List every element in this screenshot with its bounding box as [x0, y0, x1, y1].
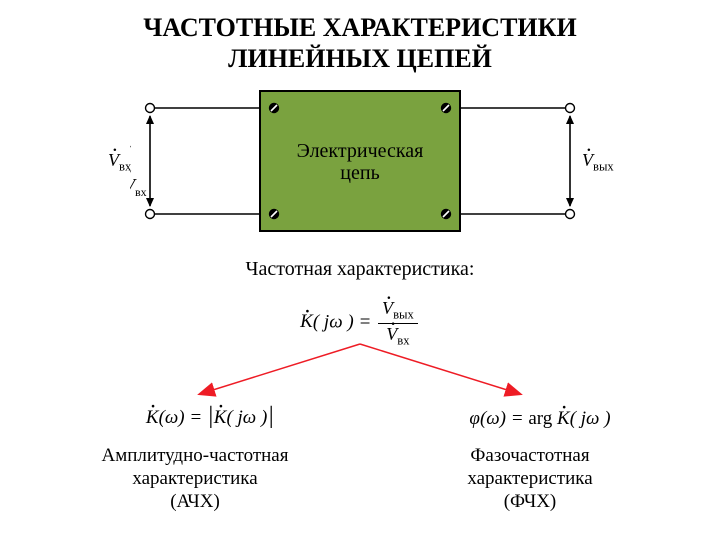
caption-magnitude: Амплитудно-частотная характеристика (АЧХ…: [60, 445, 330, 513]
arrows-svg: [160, 340, 560, 400]
formula-magnitude: K(ω) = |K( jω )|: [60, 402, 360, 430]
circuit-svg: ЭлектрическаяцепьV·вх·: [130, 88, 590, 238]
circuit-diagram: ЭлектрическаяцепьV·вх·: [130, 88, 590, 238]
svg-text:вх: вх: [135, 185, 147, 199]
svg-text:Электрическая: Электрическая: [297, 140, 424, 162]
freq-char-label: Частотная характеристика:: [0, 258, 720, 281]
page-title: ЧАСТОТНЫЕ ХАРАКТЕРИСТИКИ ЛИНЕЙНЫХ ЦЕПЕЙ: [0, 12, 720, 74]
formula-phase: φ(ω) = arg K( jω ): [390, 408, 690, 430]
title-line-1: ЧАСТОТНЫЕ ХАРАКТЕРИСТИКИ: [143, 13, 576, 42]
caption-phase: Фазочастотная характеристика (ФЧХ): [400, 445, 660, 513]
svg-text:цепь: цепь: [340, 162, 379, 184]
title-line-2: ЛИНЕЙНЫХ ЦЕПЕЙ: [228, 44, 492, 73]
slide: ЧАСТОТНЫЕ ХАРАКТЕРИСТИКИ ЛИНЕЙНЫХ ЦЕПЕЙ …: [0, 0, 720, 540]
var-K: K: [300, 311, 313, 332]
split-arrows: [160, 340, 560, 400]
